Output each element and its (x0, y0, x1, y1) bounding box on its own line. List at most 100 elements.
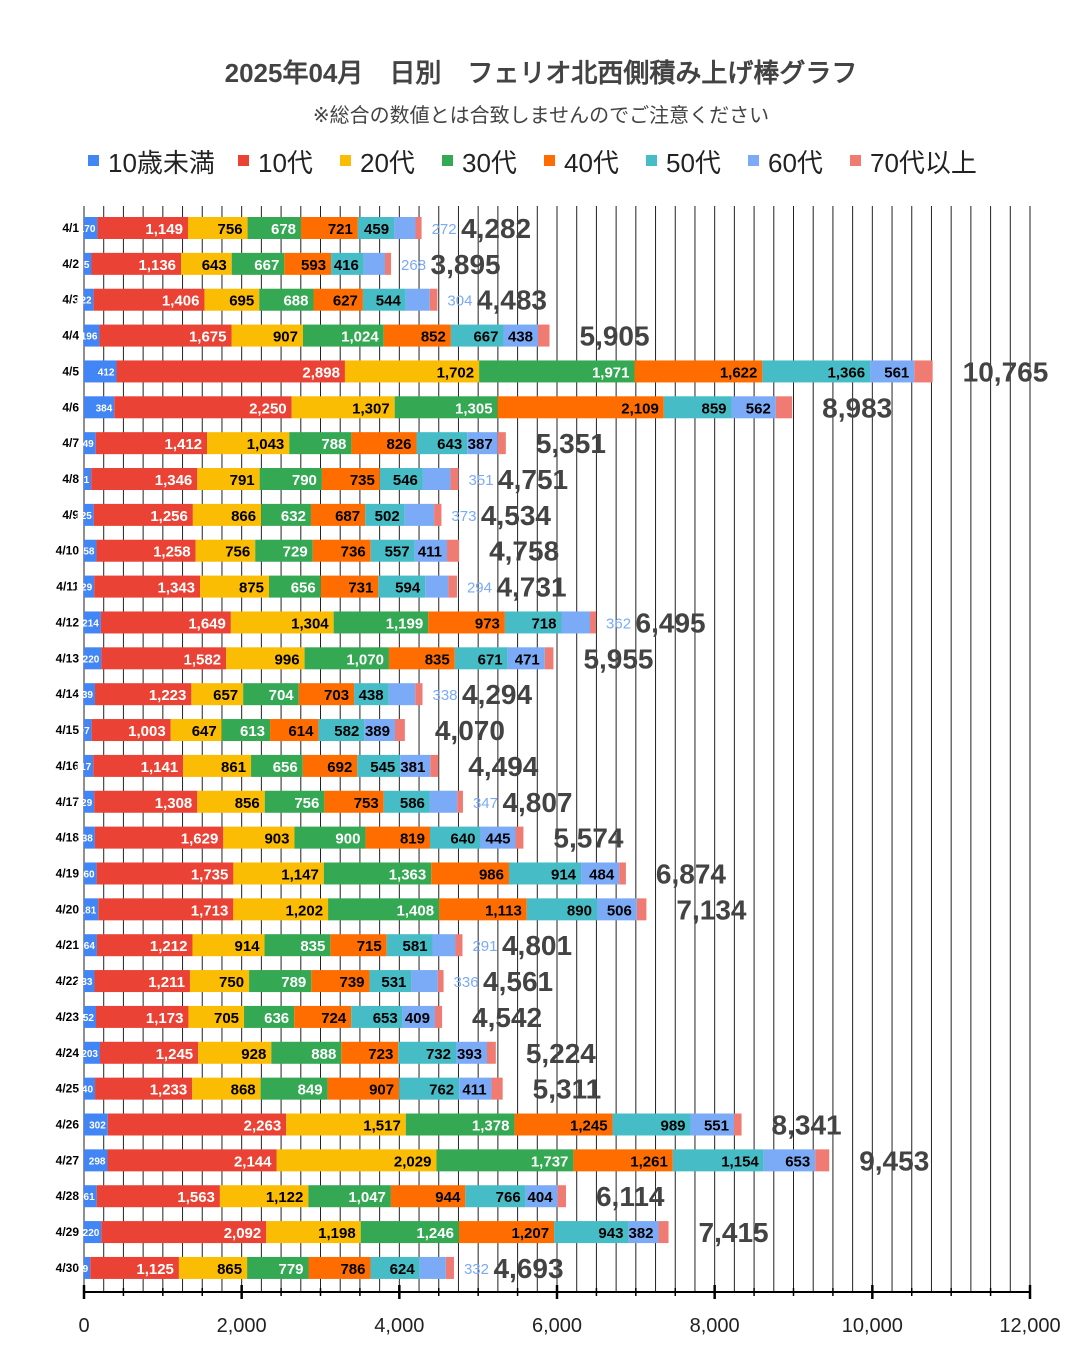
data-label: 721 (328, 221, 353, 238)
data-label: 1,113 (485, 902, 522, 919)
data-label: 944 (435, 1189, 461, 1206)
data-label: 561 (884, 364, 909, 381)
category-label: 4/30 (56, 1261, 80, 1275)
bar-segment (284, 252, 332, 275)
bar-segment (636, 898, 647, 921)
data-label: 753 (354, 795, 379, 812)
data-label: 653 (785, 1153, 810, 1170)
bar-segment (101, 647, 227, 670)
bar-segment (390, 1185, 466, 1208)
total-label: 5,311 (533, 1074, 602, 1105)
data-label: 122 (75, 296, 92, 307)
bar-segment (663, 396, 732, 419)
bar-segment (370, 1256, 420, 1279)
bar-segment (84, 575, 95, 598)
bar-segment (99, 324, 232, 347)
x-axis: 0 2,000 4,000 6,000 8,000 10,000 12,000 (78, 1285, 1061, 1337)
bar-segment (430, 754, 439, 777)
bar-segment (94, 575, 201, 598)
bar-segment (467, 432, 498, 455)
bar-segment (445, 1256, 454, 1279)
bar-segment (294, 1005, 352, 1028)
bar-segment (233, 898, 329, 921)
bar-segment (731, 396, 776, 419)
data-label: 1,173 (146, 1010, 184, 1027)
bar-segment (344, 360, 480, 383)
bar-segment (259, 288, 314, 311)
data-label: 766 (496, 1189, 521, 1206)
bar-segment (324, 790, 384, 813)
bar-segment (259, 468, 322, 491)
bar-segment (554, 1221, 629, 1244)
bar-segment (94, 970, 190, 993)
bar-segment (357, 217, 395, 239)
data-label: 384 (96, 403, 113, 414)
bar-segment (619, 862, 626, 885)
data-label: 1,122 (266, 1189, 304, 1206)
bar-segment (383, 790, 430, 813)
data-label: 819 (400, 831, 425, 848)
data-label: 411 (418, 544, 442, 561)
data-label: 298 (89, 1156, 106, 1167)
bar-segment (360, 1221, 459, 1244)
category-label: 4/6 (62, 400, 79, 414)
bar-segment (450, 324, 504, 347)
bar-segment (251, 754, 303, 777)
bar-segment (388, 647, 455, 670)
bar-segment (429, 288, 438, 311)
data-label: 1,517 (363, 1118, 401, 1135)
bar-segment (264, 934, 331, 957)
total-label: 10,765 (963, 356, 1049, 387)
bar-segment (271, 1041, 342, 1064)
bar-segment (189, 970, 250, 993)
data-label: 667 (473, 329, 498, 346)
bar-segment (84, 790, 95, 813)
bar-segment (628, 1221, 659, 1244)
data-label: 161 (78, 1192, 95, 1203)
bar-segment (91, 252, 182, 275)
bar-segment (84, 468, 92, 491)
bar-segment (94, 790, 198, 813)
total-label: 4,070 (435, 715, 505, 746)
data-label: 593 (301, 257, 326, 274)
data-label: 657 (213, 687, 238, 704)
bar-segment (84, 252, 92, 275)
bar-segment (197, 468, 260, 491)
data-label: 1,378 (472, 1118, 510, 1135)
legend-label: 60代 (768, 148, 823, 178)
category-label: 4/11 (56, 580, 79, 594)
category-label: 4/7 (62, 436, 79, 450)
bar-segment (504, 611, 562, 634)
data-label: 627 (333, 293, 358, 310)
bar-segment (328, 898, 440, 921)
bar-segment (84, 934, 97, 957)
data-label: 471 (515, 651, 540, 668)
bar-segment (183, 754, 252, 777)
data-label: 220 (83, 654, 100, 665)
category-label: 4/22 (56, 974, 80, 988)
legend-swatch (340, 155, 351, 166)
data-label: 1,245 (156, 1046, 194, 1063)
category-label: 4/29 (56, 1225, 80, 1239)
data-label: 667 (254, 257, 279, 274)
data-label: 989 (661, 1118, 686, 1135)
bar-segment (90, 1256, 179, 1279)
bar-segment (95, 1005, 189, 1028)
bar-segment (94, 826, 224, 849)
data-label: 272 (432, 221, 457, 238)
data-label: 1,233 (150, 1082, 188, 1099)
bar-segment (84, 754, 94, 777)
bar-segment (100, 611, 231, 634)
category-label: 4/27 (56, 1153, 80, 1167)
data-label: 438 (359, 687, 384, 704)
data-label: 2,263 (244, 1118, 282, 1135)
data-label: 2,109 (621, 400, 659, 417)
bar-segment (302, 324, 384, 347)
data-label: 438 (508, 329, 533, 346)
legend-swatch (238, 155, 249, 166)
bar-segment (192, 934, 265, 957)
data-label: 97 (79, 726, 91, 737)
bar-segment (557, 1185, 566, 1208)
data-label: 868 (231, 1082, 256, 1099)
